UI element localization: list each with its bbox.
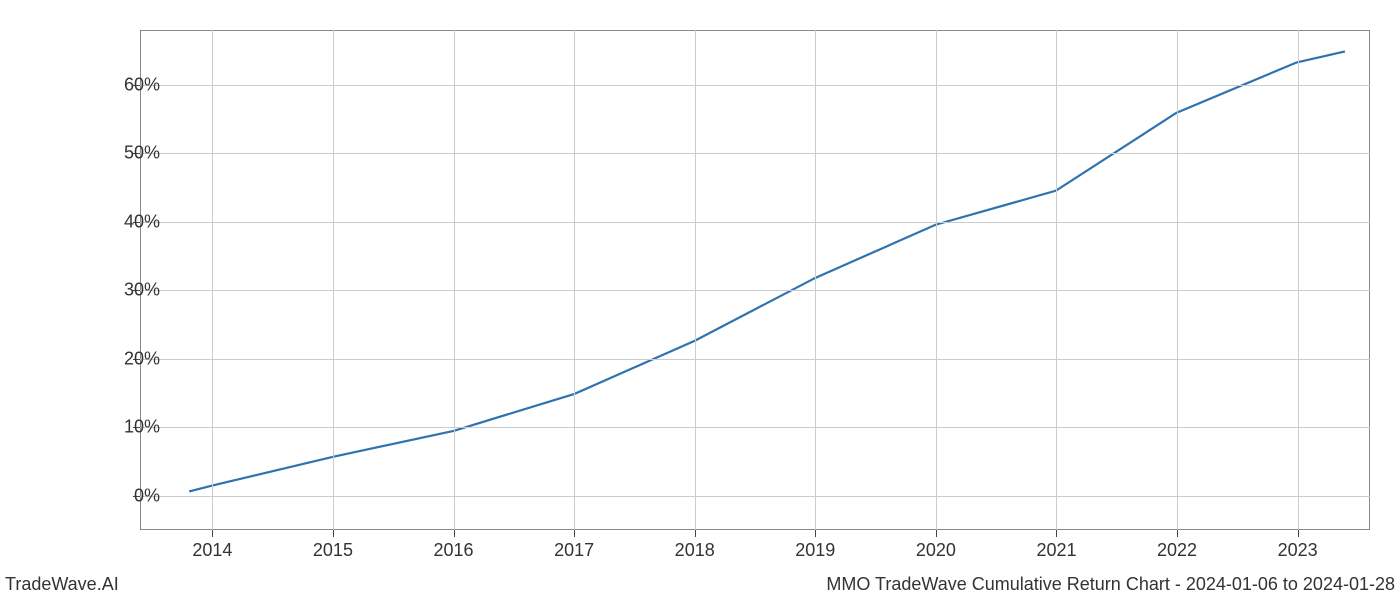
x-tick-mark (1177, 530, 1178, 537)
x-tick-mark (1298, 530, 1299, 537)
y-tick-label: 50% (124, 143, 160, 164)
y-tick-label: 0% (134, 485, 160, 506)
x-tick-label: 2014 (192, 540, 232, 561)
gridline-vertical (1056, 30, 1057, 530)
gridline-horizontal (140, 153, 1370, 154)
gridline-vertical (333, 30, 334, 530)
gridline-vertical (574, 30, 575, 530)
gridline-vertical (1298, 30, 1299, 530)
gridline-vertical (695, 30, 696, 530)
x-tick-label: 2015 (313, 540, 353, 561)
x-tick-mark (695, 530, 696, 537)
footer-brand: TradeWave.AI (5, 574, 119, 595)
x-tick-label: 2023 (1278, 540, 1318, 561)
gridline-horizontal (140, 85, 1370, 86)
x-tick-label: 2022 (1157, 540, 1197, 561)
gridline-vertical (815, 30, 816, 530)
x-tick-mark (815, 530, 816, 537)
y-tick-label: 60% (124, 74, 160, 95)
gridline-horizontal (140, 222, 1370, 223)
x-tick-mark (1056, 530, 1057, 537)
x-tick-label: 2019 (795, 540, 835, 561)
x-tick-label: 2016 (433, 540, 473, 561)
plot-area (140, 30, 1370, 530)
x-tick-label: 2018 (675, 540, 715, 561)
x-tick-mark (936, 530, 937, 537)
y-tick-label: 10% (124, 417, 160, 438)
y-tick-label: 20% (124, 348, 160, 369)
gridline-horizontal (140, 290, 1370, 291)
chart-container (140, 30, 1370, 530)
gridline-vertical (936, 30, 937, 530)
x-tick-label: 2020 (916, 540, 956, 561)
y-tick-label: 40% (124, 211, 160, 232)
x-tick-mark (212, 530, 213, 537)
gridline-vertical (212, 30, 213, 530)
gridline-horizontal (140, 359, 1370, 360)
gridline-horizontal (140, 427, 1370, 428)
y-tick-label: 30% (124, 280, 160, 301)
gridline-horizontal (140, 496, 1370, 497)
x-tick-mark (574, 530, 575, 537)
footer-caption: MMO TradeWave Cumulative Return Chart - … (826, 574, 1395, 595)
x-tick-label: 2017 (554, 540, 594, 561)
series-line (189, 51, 1345, 491)
x-tick-mark (454, 530, 455, 537)
gridline-vertical (454, 30, 455, 530)
x-tick-mark (333, 530, 334, 537)
line-chart-svg (141, 31, 1369, 529)
gridline-vertical (1177, 30, 1178, 530)
x-tick-label: 2021 (1036, 540, 1076, 561)
